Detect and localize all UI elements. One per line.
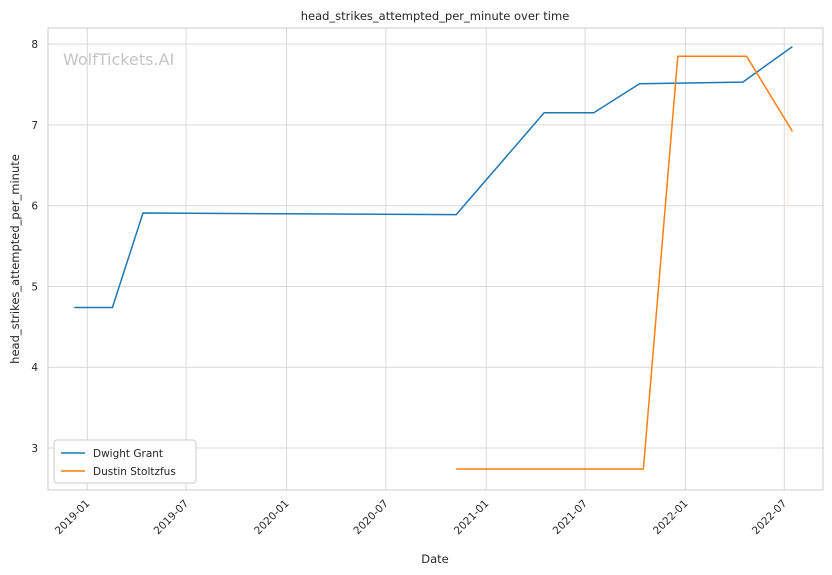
legend-label-dustin-stoltzfus: Dustin Stoltzfus: [93, 466, 176, 478]
y-tick-label: 4: [31, 362, 38, 374]
grid: [48, 28, 823, 490]
y-tick-label: 8: [31, 39, 38, 51]
watermark: WolfTickets.AI: [63, 50, 174, 69]
legend: Dwight Grant Dustin Stoltzfus: [53, 439, 197, 484]
y-axis-ticks: 3 4 5 6 7 8: [31, 39, 38, 455]
y-axis-label: head_strikes_attempted_per_minute: [8, 154, 22, 364]
y-tick-label: 3: [31, 443, 38, 455]
series-line-dwight-grant: [74, 45, 793, 309]
legend-box: [53, 439, 197, 484]
y-tick-label: 7: [31, 120, 38, 132]
y-tick-label: 6: [31, 201, 38, 213]
series-layer: [74, 45, 794, 470]
chart-title: head_strikes_attempted_per_minute over t…: [301, 9, 570, 23]
y-tick-label: 5: [31, 281, 38, 293]
legend-label-dwight-grant: Dwight Grant: [93, 448, 163, 460]
x-axis-label: Date: [421, 552, 449, 566]
plot-frame: [47, 27, 824, 491]
series-line-dustin-stoltzfus: [456, 55, 794, 470]
